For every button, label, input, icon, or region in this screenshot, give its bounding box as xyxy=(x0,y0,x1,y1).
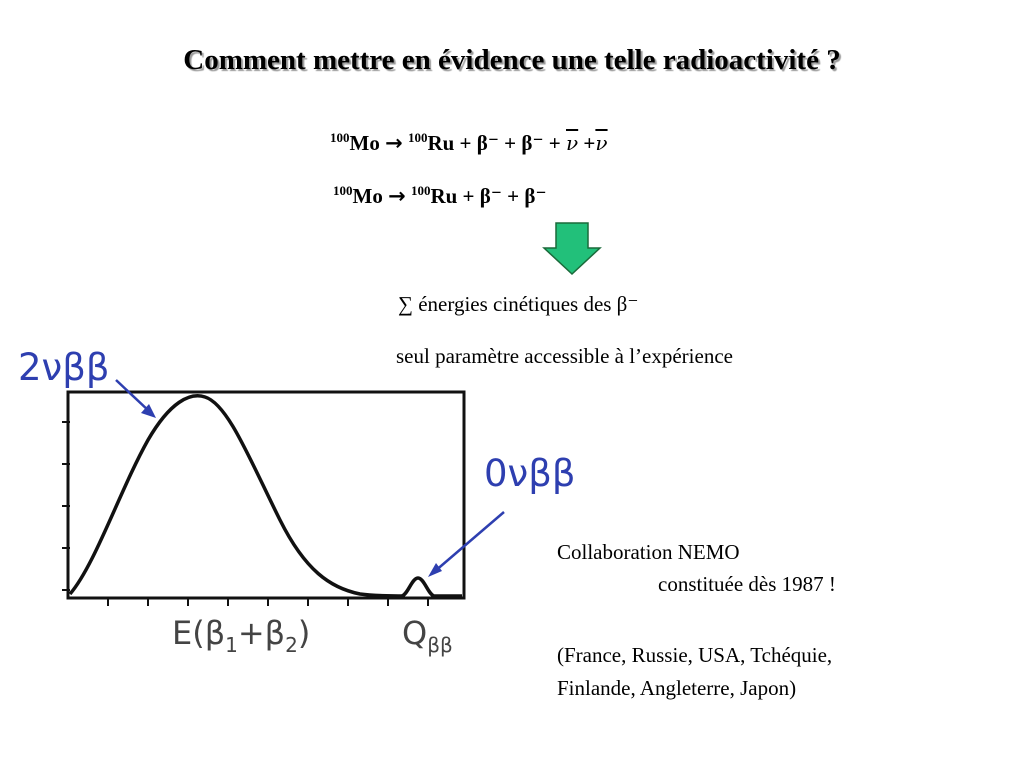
mo-symbol: Mo xyxy=(349,131,380,155)
equation-with-neutrinos: 100Mo → 100Ru + β⁻ + β⁻ + ν +ν xyxy=(330,130,608,156)
mo-mass-number: 100 xyxy=(333,183,353,198)
plus-sign: + xyxy=(578,131,596,155)
collaboration-countries-line1: (France, Russie, USA, Tchéquie, xyxy=(557,643,833,667)
arrow-head-2nu-icon xyxy=(141,404,156,418)
arrow-right-icon: → xyxy=(388,184,406,208)
two-neutrino-label: 2νββ xyxy=(18,346,110,389)
ru-mass-number: 100 xyxy=(410,183,431,198)
q-value-label: Qββ xyxy=(402,614,453,657)
collaboration-founded: constituée dès 1987 ! xyxy=(658,572,836,596)
arrow-head-0nu-icon xyxy=(428,563,442,577)
zero-neutrino-peak-curve xyxy=(401,576,462,598)
arrow-right-icon: → xyxy=(385,131,403,155)
ru-symbol: Ru xyxy=(427,131,455,155)
accessible-parameter-text: seul paramètre accessible à l’expérience xyxy=(396,344,733,368)
arrow-down-icon xyxy=(542,222,602,276)
pointer-arrows xyxy=(115,379,505,573)
arrow-to-2nu xyxy=(115,379,151,413)
arrow-to-0nu xyxy=(433,511,505,573)
equation-neutrinoless: 100Mo → 100Ru + β⁻ + β⁻ xyxy=(333,183,547,209)
ru-mass-number: 100 xyxy=(407,130,428,145)
page-title: Comment mettre en évidence une telle rad… xyxy=(183,44,841,76)
collaboration-name: Collaboration NEMO xyxy=(557,540,740,564)
zero-neutrino-label: 0νββ xyxy=(484,452,576,495)
equation-products: + β⁻ + β⁻ + xyxy=(454,131,566,155)
collaboration-countries-line2: Finlande, Angleterre, Japon) xyxy=(557,676,797,700)
two-neutrino-spectrum-curve xyxy=(68,394,406,598)
mo-mass-number: 100 xyxy=(330,130,350,145)
antineutrino-symbol: ν xyxy=(566,131,579,155)
antineutrino-symbol: ν xyxy=(595,131,608,155)
mo-symbol: Mo xyxy=(352,184,383,208)
x-axis-label: E(β1+β2) xyxy=(172,614,311,657)
spectrum-plot xyxy=(62,379,505,606)
equation-products: + β⁻ + β⁻ xyxy=(457,184,547,208)
plot-frame xyxy=(66,390,466,600)
y-axis-ticks xyxy=(62,421,70,591)
sum-kinetic-energies-text: ∑ énergies cinétiques des β⁻ xyxy=(398,292,639,316)
x-axis-ticks xyxy=(107,598,429,606)
ru-symbol: Ru xyxy=(430,184,458,208)
energy-spectrum-figure: 2νββ 0νββ xyxy=(0,340,575,670)
